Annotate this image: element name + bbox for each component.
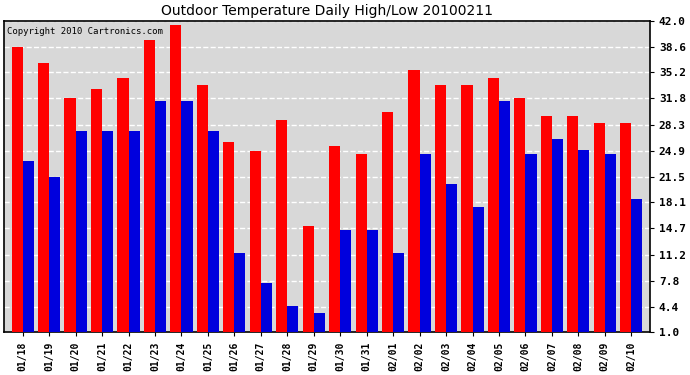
Bar <box>49 177 60 332</box>
Bar <box>276 120 287 332</box>
Bar <box>91 89 102 332</box>
Bar <box>287 306 298 332</box>
Bar <box>473 207 484 332</box>
Title: Outdoor Temperature Daily High/Low 20100211: Outdoor Temperature Daily High/Low 20100… <box>161 4 493 18</box>
Bar <box>526 154 537 332</box>
Bar <box>366 230 378 332</box>
Bar <box>462 86 473 332</box>
Bar <box>64 98 76 332</box>
Bar <box>605 154 616 332</box>
Bar <box>197 86 208 332</box>
Bar <box>435 86 446 332</box>
Bar <box>593 123 605 332</box>
Bar <box>224 142 235 332</box>
Bar <box>631 200 642 332</box>
Bar <box>117 78 128 332</box>
Bar <box>340 230 351 332</box>
Bar <box>382 112 393 332</box>
Bar <box>314 314 325 332</box>
Bar <box>38 63 49 332</box>
Bar <box>12 46 23 332</box>
Bar <box>128 131 139 332</box>
Bar <box>408 70 420 332</box>
Bar <box>76 131 87 332</box>
Bar <box>303 226 314 332</box>
Bar <box>261 283 272 332</box>
Bar <box>250 151 261 332</box>
Bar <box>446 184 457 332</box>
Bar <box>420 154 431 332</box>
Bar <box>552 139 563 332</box>
Bar <box>181 100 193 332</box>
Bar <box>329 146 340 332</box>
Bar <box>578 150 589 332</box>
Bar <box>155 100 166 332</box>
Bar <box>393 253 404 332</box>
Bar <box>499 100 510 332</box>
Bar <box>23 161 34 332</box>
Bar <box>170 24 181 332</box>
Bar <box>355 154 366 332</box>
Bar <box>144 40 155 332</box>
Bar <box>620 123 631 332</box>
Bar <box>102 131 113 332</box>
Bar <box>541 116 552 332</box>
Bar <box>208 131 219 332</box>
Bar <box>488 78 499 332</box>
Bar <box>235 253 246 332</box>
Bar <box>567 116 578 332</box>
Bar <box>514 98 526 332</box>
Text: Copyright 2010 Cartronics.com: Copyright 2010 Cartronics.com <box>8 27 164 36</box>
